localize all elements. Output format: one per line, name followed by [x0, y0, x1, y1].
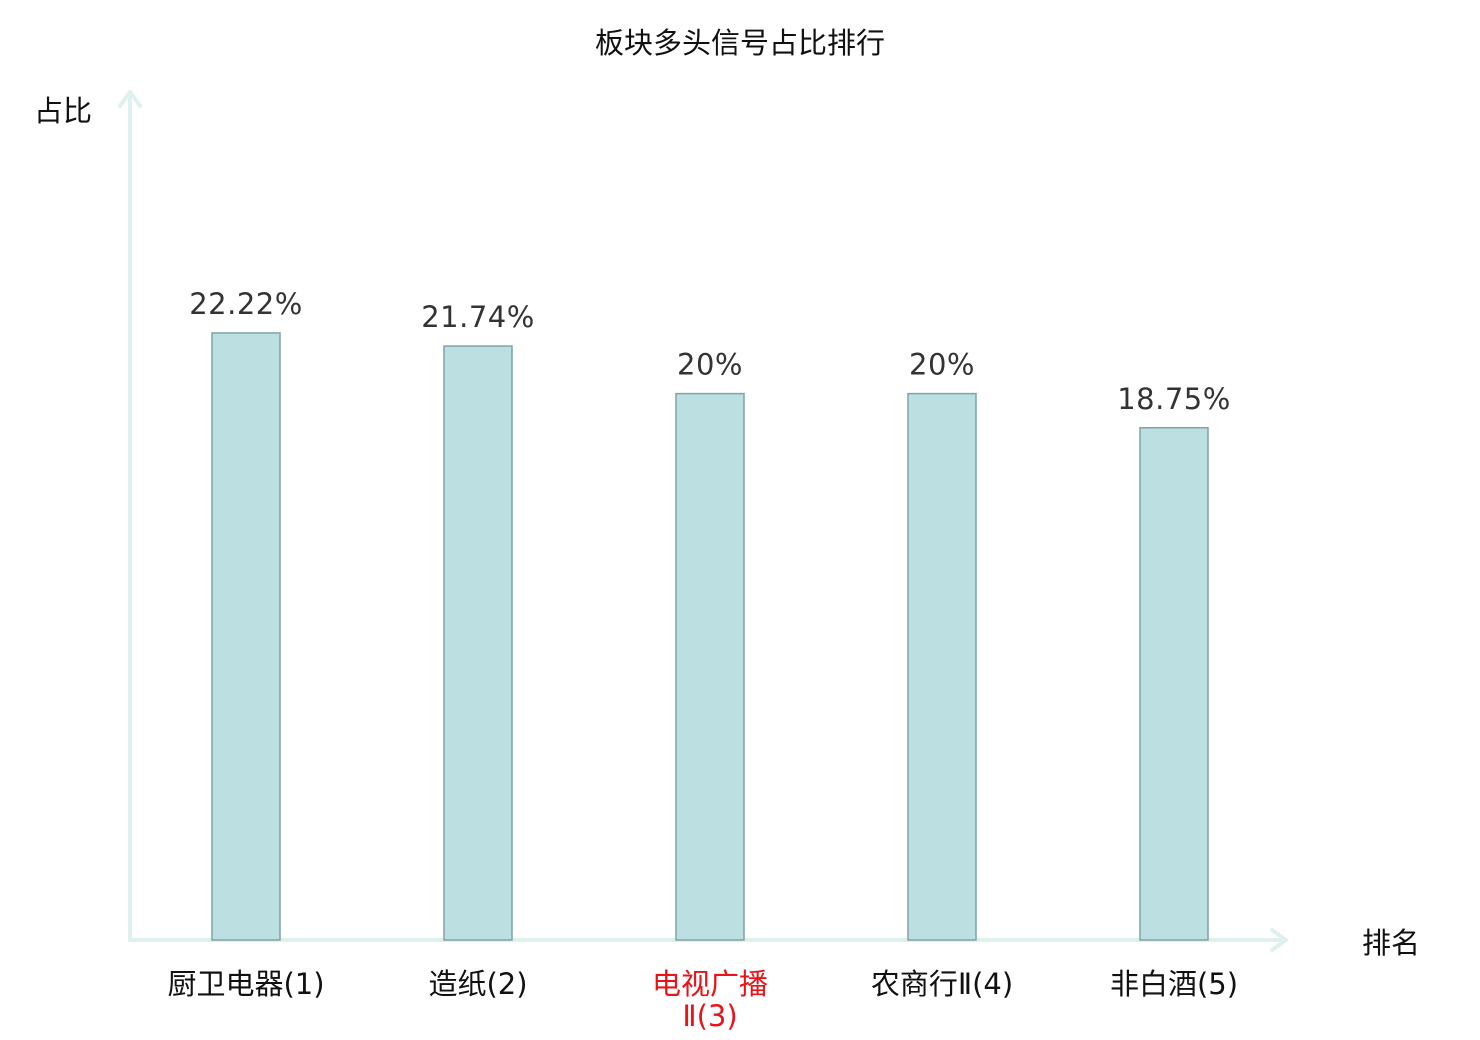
- category-label-2: 造纸(2): [428, 967, 527, 1001]
- y-axis-arrow: [118, 90, 142, 108]
- category-label-5: 非白酒(5): [1110, 967, 1238, 1001]
- bar-2: [443, 345, 513, 941]
- bar-5: [1139, 427, 1209, 941]
- category-label-4: 农商行Ⅱ(4): [871, 967, 1013, 1001]
- category-label-3-line-2: Ⅱ(3): [682, 999, 737, 1033]
- value-label-2: 21.74%: [421, 300, 535, 334]
- value-label-4: 20%: [909, 348, 975, 382]
- x-axis-label: 排名: [1362, 926, 1420, 960]
- category-label-1: 厨卫电器(1): [167, 967, 324, 1001]
- value-label-3: 20%: [677, 348, 743, 382]
- bar-3: [675, 392, 745, 941]
- bars-group: [211, 332, 1209, 941]
- value-label-1: 22.22%: [189, 287, 303, 321]
- x-axis-arrow: [1270, 928, 1288, 952]
- bar-4: [907, 392, 977, 941]
- value-labels-group: 22.22% 21.74% 20% 20% 18.75%: [189, 287, 1231, 416]
- bar-1: [211, 332, 281, 941]
- value-label-5: 18.75%: [1117, 382, 1231, 416]
- chart-title: 板块多头信号占比排行: [595, 26, 885, 60]
- category-label-3-line-1: 电视广播: [652, 967, 768, 1001]
- y-axis-label: 占比: [34, 94, 92, 128]
